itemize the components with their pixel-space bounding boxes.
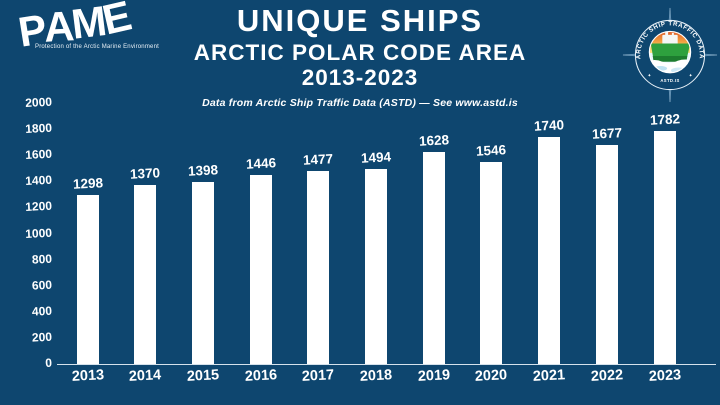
bar-value-label: 1628 bbox=[418, 131, 450, 149]
star-icon: ✦ bbox=[647, 73, 651, 79]
x-axis-tick-label: 2016 bbox=[244, 367, 278, 385]
x-axis-tick-label: 2017 bbox=[301, 367, 335, 385]
y-axis-tick-label: 200 bbox=[31, 329, 53, 345]
x-axis-tick-label: 2014 bbox=[128, 367, 162, 385]
x-axis-tick-label: 2019 bbox=[417, 367, 451, 385]
y-axis-tick-label: 0 bbox=[44, 355, 53, 370]
x-axis-line bbox=[57, 364, 716, 365]
bar-2017 bbox=[307, 171, 330, 364]
astd-site-text: ASTD.IS bbox=[660, 78, 679, 83]
y-axis-tick-label: 1000 bbox=[24, 225, 53, 241]
bar-value-label: 1546 bbox=[475, 142, 507, 160]
bar-value-label: 1782 bbox=[649, 111, 680, 129]
title-block: UNIQUE SHIPS ARCTIC POLAR CODE AREA 2013… bbox=[0, 3, 720, 110]
y-axis-tick-label: 1800 bbox=[24, 120, 53, 137]
bar-2015 bbox=[191, 181, 214, 364]
astd-logo: ARCTIC SHIP TRAFFIC DATA ✦ ✦ ASTD.IS bbox=[622, 7, 718, 103]
bar-2016 bbox=[249, 175, 272, 364]
y-axis-tick-label: 1400 bbox=[24, 172, 53, 189]
bar-value-label: 1477 bbox=[302, 151, 334, 169]
bar-2023 bbox=[653, 131, 676, 364]
bar-value-label: 1740 bbox=[533, 117, 565, 134]
y-axis-tick-label: 1600 bbox=[24, 146, 53, 163]
y-axis-tick-label: 800 bbox=[31, 251, 53, 267]
x-axis-tick-label: 2013 bbox=[70, 367, 105, 385]
x-axis-tick-label: 2020 bbox=[474, 367, 508, 385]
bar-value-label: 1370 bbox=[129, 165, 161, 182]
pame-logo: PAME Protection of the Arctic Marine Env… bbox=[15, 0, 196, 60]
data-source-note: Data from Arctic Ship Traffic Data (ASTD… bbox=[202, 97, 518, 109]
bar-value-label: 1446 bbox=[245, 155, 276, 173]
x-axis-tick-label: 2015 bbox=[186, 367, 220, 385]
page-subtitle-years: 2013-2023 bbox=[301, 65, 419, 90]
bar-2013 bbox=[76, 194, 99, 364]
bar-value-label: 1298 bbox=[72, 174, 103, 192]
y-axis-tick-label: 2000 bbox=[24, 94, 53, 111]
page-title: UNIQUE SHIPS bbox=[236, 3, 484, 38]
y-axis-tick-label: 400 bbox=[31, 303, 53, 319]
x-axis-tick-label: 2018 bbox=[359, 367, 393, 385]
bar-2020 bbox=[480, 162, 503, 364]
bar-value-label: 1677 bbox=[591, 125, 623, 142]
bar-2022 bbox=[595, 145, 618, 364]
bar-2021 bbox=[538, 136, 561, 364]
bar-2018 bbox=[365, 169, 387, 364]
bar-2019 bbox=[422, 151, 445, 364]
pame-tagline: Protection of the Arctic Marine Environm… bbox=[35, 44, 159, 50]
bar-value-label: 1494 bbox=[360, 149, 392, 166]
x-axis-tick-label: 2023 bbox=[647, 367, 682, 385]
y-axis-tick-label: 600 bbox=[31, 277, 53, 293]
y-axis-tick-label: 1200 bbox=[24, 199, 53, 215]
star-icon: ✦ bbox=[689, 73, 693, 79]
bar-value-label: 1398 bbox=[187, 161, 219, 179]
x-axis-tick-label: 2021 bbox=[532, 367, 566, 385]
x-axis-tick-label: 2022 bbox=[590, 367, 624, 385]
bar-2014 bbox=[134, 185, 157, 364]
page-subtitle-area: ARCTIC POLAR CODE AREA bbox=[193, 40, 527, 65]
